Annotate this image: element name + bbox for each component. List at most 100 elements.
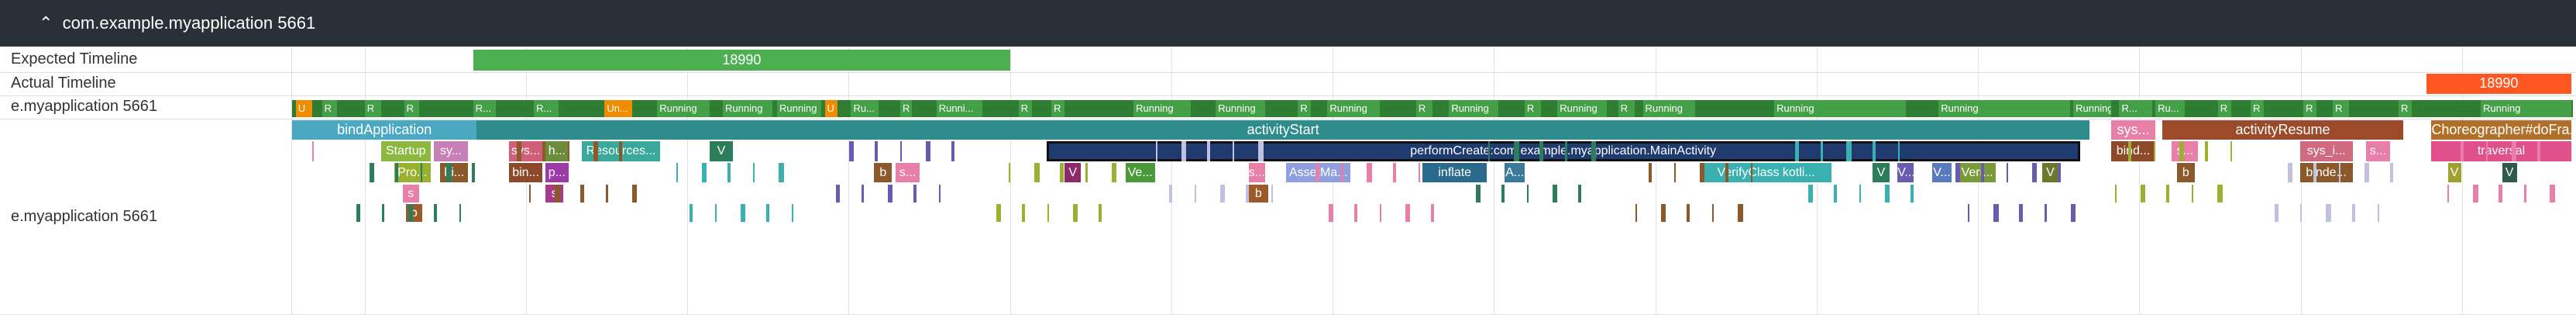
sliver — [606, 184, 608, 202]
slice[interactable]: b — [1248, 184, 1269, 202]
sliver — [2313, 162, 2317, 183]
slice[interactable]: bind... — [2110, 141, 2156, 161]
slice[interactable]: h... — [545, 141, 569, 161]
slice[interactable]: Startup — [380, 141, 431, 161]
slice[interactable]: s... — [895, 162, 920, 183]
thread-state[interactable]: Running — [777, 100, 822, 117]
sliver — [2031, 162, 2038, 183]
thread-state[interactable]: R — [322, 100, 337, 117]
thread-state[interactable]: R — [2303, 100, 2316, 117]
thread-state[interactable]: R — [364, 100, 381, 117]
slice[interactable]: V — [710, 141, 733, 161]
slice[interactable]: Pro... — [394, 162, 431, 183]
sliver — [1897, 141, 1900, 161]
frame-slice[interactable]: 18990 — [2426, 74, 2571, 94]
sliver — [714, 203, 717, 223]
slice[interactable]: V — [2041, 162, 2059, 183]
slice[interactable]: Ve... — [1125, 162, 1155, 183]
slice[interactable]: p... — [545, 162, 569, 183]
sliver — [1807, 184, 1814, 202]
thread-state[interactable]: R — [1415, 100, 1433, 117]
slice[interactable]: s... — [1248, 162, 1265, 183]
slice[interactable]: V — [2502, 162, 2517, 183]
slice[interactable]: V — [1064, 162, 1082, 183]
slice[interactable]: VerifyClass kotli... — [1700, 162, 1832, 183]
sliver — [1648, 162, 1652, 183]
sliver — [2192, 184, 2194, 202]
slice[interactable]: bindApplication — [292, 119, 476, 140]
sliver — [1968, 203, 1970, 223]
sliver — [1341, 162, 1343, 183]
thread-state[interactable]: R — [2398, 100, 2412, 117]
thread-state[interactable]: R — [1618, 100, 1635, 117]
thread-state[interactable]: Runni... — [936, 100, 983, 117]
thread-state[interactable]: R — [1018, 100, 1032, 117]
slice[interactable]: sys_i... — [2299, 141, 2353, 161]
slice[interactable]: V — [2447, 162, 2461, 183]
sliver — [727, 162, 731, 183]
slice[interactable]: s — [402, 184, 419, 202]
sliver — [2114, 184, 2117, 202]
slice[interactable]: bi... — [440, 162, 469, 183]
slice[interactable]: performCreate:com.example.myapplication.… — [1046, 141, 2080, 161]
slice[interactable]: sy... — [433, 141, 469, 161]
thread-state[interactable]: R — [900, 100, 912, 117]
thread-state[interactable]: Ru... — [851, 100, 879, 117]
thread-state[interactable]: R — [1524, 100, 1542, 117]
sliver — [2127, 141, 2131, 161]
slice[interactable]: inflate — [1422, 162, 1487, 183]
thread-state[interactable]: R... — [473, 100, 497, 117]
thread-state[interactable]: R — [2333, 100, 2350, 117]
slice[interactable]: bin... — [509, 162, 542, 183]
slice[interactable]: activityStart — [476, 119, 2090, 140]
process-header[interactable]: ⌃ com.example.myapplication 5661 — [0, 0, 2576, 47]
slice[interactable]: activityResume — [2162, 119, 2404, 140]
thread-state[interactable]: Running — [1938, 100, 2070, 117]
thread-state[interactable]: R — [404, 100, 419, 117]
sliver — [2019, 203, 2023, 223]
thread-state[interactable]: Running — [723, 100, 772, 117]
sliver — [1539, 141, 1543, 161]
thread-state[interactable]: R — [2217, 100, 2231, 117]
slice[interactable]: s... — [2365, 141, 2391, 161]
thread-state[interactable]: U — [295, 100, 312, 117]
sliver — [1501, 184, 1505, 202]
thread-state[interactable]: Running — [1133, 100, 1192, 117]
slice[interactable]: b — [2176, 162, 2196, 183]
slice[interactable]: binde... — [2299, 162, 2353, 183]
slice[interactable]: Choreographer#doFra... — [2431, 119, 2571, 140]
sliver — [689, 203, 693, 223]
thread-state[interactable]: Running — [1557, 100, 1607, 117]
slice[interactable]: sys... — [509, 141, 542, 161]
sliver — [2141, 184, 2146, 202]
sliver — [394, 162, 399, 183]
thread-state[interactable]: Running — [1449, 100, 1498, 117]
sliver — [1219, 184, 1226, 202]
thread-state[interactable]: Running — [2481, 100, 2571, 117]
thread-state[interactable]: R — [1298, 100, 1312, 117]
thread-state[interactable]: Running — [657, 100, 710, 117]
grid-line — [2139, 47, 2141, 315]
slice[interactable]: V... — [1897, 162, 1914, 183]
thread-state[interactable]: R... — [2119, 100, 2152, 117]
thread-state[interactable]: R — [2251, 100, 2265, 117]
thread-state[interactable]: Ru... — [2155, 100, 2186, 117]
thread-state[interactable]: Running — [1216, 100, 1265, 117]
slice[interactable]: traversal — [2431, 141, 2571, 161]
slice[interactable]: Veri... — [1958, 162, 1996, 183]
thread-state[interactable]: Running — [1774, 100, 1906, 117]
thread-state[interactable]: U — [824, 100, 838, 117]
thread-state[interactable]: Un... — [604, 100, 633, 117]
thread-state[interactable]: Running — [2073, 100, 2111, 117]
thread-state[interactable]: Running — [1642, 100, 1696, 117]
slice[interactable]: V — [1873, 162, 1890, 183]
thread-state[interactable]: R... — [534, 100, 559, 117]
slice[interactable]: V... — [1931, 162, 1952, 183]
slice[interactable]: sys... — [2110, 119, 2156, 140]
slice[interactable]: A... — [1505, 162, 1525, 183]
slice[interactable]: b — [874, 162, 892, 183]
frame-slice[interactable]: 18990 — [473, 49, 1011, 71]
slice[interactable]: s... — [2172, 141, 2199, 161]
thread-state[interactable]: Running — [1327, 100, 1381, 117]
thread-state[interactable]: R — [1051, 100, 1065, 117]
